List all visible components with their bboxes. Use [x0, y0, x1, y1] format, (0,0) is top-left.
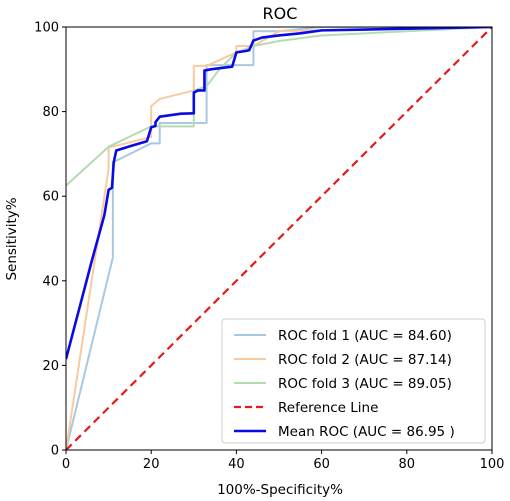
legend-label: Mean ROC (AUC = 86.95 )	[278, 424, 455, 440]
legend-label: ROC fold 1 (AUC = 84.60)	[278, 328, 452, 344]
chart-title: ROC	[263, 4, 298, 23]
y-tick-label: 80	[42, 105, 59, 120]
legend-box	[221, 318, 486, 444]
series-line-3	[66, 27, 492, 187]
legend-label: ROC fold 2 (AUC = 87.14)	[278, 352, 452, 368]
legend: ROC fold 1 (AUC = 84.60) ROC fold 2 (AUC …	[221, 318, 486, 444]
y-axis-label: Sensitivity%	[4, 197, 20, 280]
series-line-4	[66, 27, 492, 450]
legend-label: Reference Line	[278, 400, 378, 416]
y-tick-label: 100	[34, 21, 59, 36]
x-tick-label: 80	[399, 457, 416, 472]
y-tick-label: 40	[42, 274, 59, 289]
x-tick-label: 20	[143, 457, 160, 472]
plot-frame	[65, 26, 493, 451]
x-tick-label: 0	[62, 457, 70, 472]
x-tick-label: 60	[313, 457, 330, 472]
y-tick-label: 60	[42, 190, 59, 205]
legend-label: ROC fold 3 (AUC = 89.05)	[278, 376, 452, 392]
axes: 0 20 40 60 80 100 0 20 40 60 80 100	[34, 21, 504, 473]
y-tick-label: 20	[42, 359, 59, 374]
series-line-5	[66, 27, 492, 360]
x-axis-label: 100%-Specificity%	[217, 482, 343, 498]
y-tick-label: 0	[51, 444, 59, 459]
x-tick-label: 100	[480, 457, 505, 472]
plot-area	[66, 27, 492, 450]
x-tick-label: 40	[228, 457, 245, 472]
